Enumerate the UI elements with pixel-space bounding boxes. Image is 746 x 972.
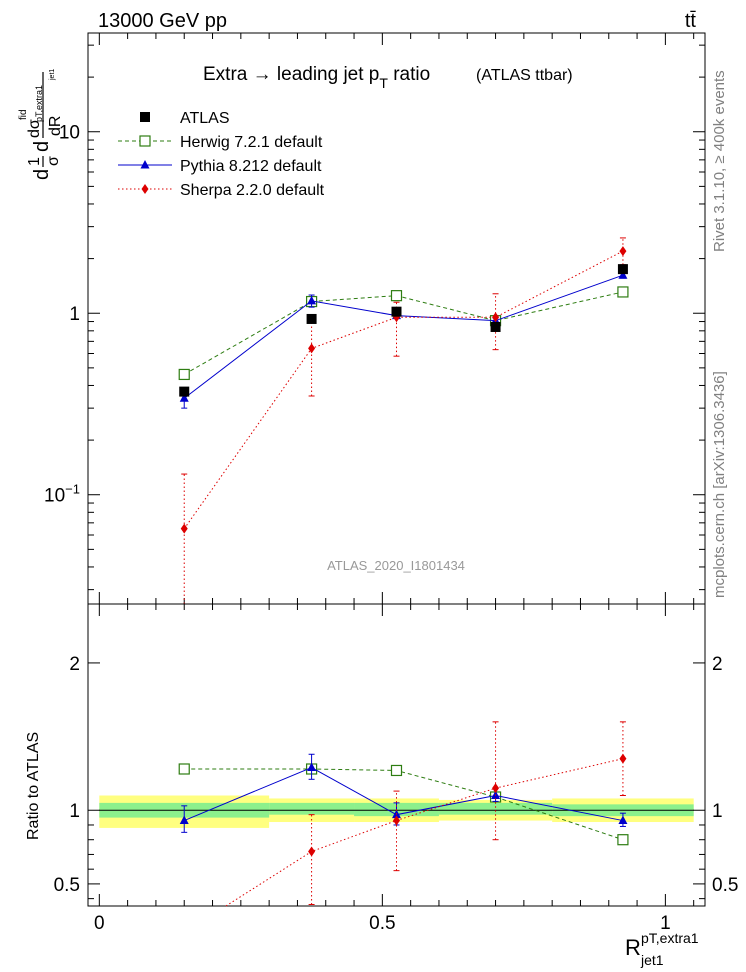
ratio-ytick-label: 0.5	[54, 875, 80, 896]
ratio-herwig-point	[390, 764, 403, 777]
atlas-point	[490, 321, 501, 332]
x-tick-label: 0.5	[369, 913, 395, 934]
ratio-series-sherpa	[225, 721, 627, 907]
series-atlas	[179, 264, 628, 397]
ratio-herwig-point	[178, 763, 190, 775]
process-label: tt̄	[685, 10, 697, 32]
legend-marker-pythia	[140, 160, 150, 169]
x-axis-label: R pT,extra1 jet1	[625, 930, 699, 968]
legend-entry-atlas: ATLAS	[140, 110, 230, 127]
legend-entry-herwig: Herwig 7.2.1 default	[118, 134, 323, 151]
ratio-pythia-point	[179, 815, 189, 825]
main-ytick-label-base: 1	[69, 304, 80, 325]
main-ytick-label: 10−1	[44, 482, 80, 507]
ratio-sherpa-point	[492, 783, 500, 794]
ratio-ytick-label-right: 0.5	[712, 875, 738, 896]
ratio-ytick-label-right: 2	[712, 654, 723, 675]
legend-label-sherpa: Sherpa 2.2.0 default	[180, 182, 325, 199]
sherpa-point	[619, 246, 627, 257]
energy-label: 13000 GeV pp	[98, 10, 227, 32]
main-y-axis-label: d 1 σ d dσ fid pT,extra1 dR jet1	[18, 69, 64, 180]
legend-label-atlas: ATLAS	[180, 110, 230, 127]
ratio-stat-band	[438, 802, 553, 815]
ratio-stat-band	[269, 802, 355, 815]
ratio-y-axis-label: Ratio to ATLAS	[25, 732, 42, 840]
main-title: Extra → leading jet pT ratio	[203, 64, 430, 91]
x-tick-label: 1	[660, 913, 671, 934]
pythia-point	[618, 270, 628, 279]
sherpa-point	[308, 343, 316, 354]
legend-marker-herwig	[139, 135, 151, 147]
herwig-point	[178, 368, 190, 381]
main-ytick-label: 10	[59, 123, 80, 144]
atlas-point	[617, 264, 628, 275]
ratio-herwig-point	[617, 834, 629, 846]
herwig-point	[617, 286, 629, 298]
legend: ATLAS Herwig 7.2.1 default Pythia 8.212 de…	[118, 110, 325, 199]
series-pythia	[179, 270, 628, 409]
main-ytick-label-exponent: −1	[65, 482, 80, 497]
legend-label-herwig: Herwig 7.2.1 default	[180, 134, 323, 151]
x-axis-label-main: R	[625, 935, 641, 960]
ratio-ytick-label: 2	[69, 654, 80, 675]
herwig-point	[390, 290, 403, 302]
x-axis-label-sup: pT,extra1	[641, 930, 699, 946]
pythia-point	[307, 295, 317, 305]
ratio-sherpa-point	[308, 846, 316, 857]
sherpa-point	[180, 523, 188, 534]
main-ytick-label-base: 10	[59, 123, 80, 144]
main-title-text: Extra → leading jet p	[203, 64, 379, 85]
main-title-subscript: T	[379, 75, 388, 91]
main-title-rest: ratio	[388, 64, 430, 85]
rivet-label: Rivet 3.1.10, ≥ 400k events	[711, 70, 728, 252]
svg-text:jet1: jet1	[49, 69, 56, 81]
svg-text:1: 1	[26, 157, 43, 166]
ratio-panel-frame	[87, 603, 706, 907]
legend-marker-atlas	[140, 112, 150, 122]
sherpa-point	[492, 312, 500, 323]
main-ytick-label: 1	[69, 304, 80, 325]
sherpa-line	[183, 250, 624, 529]
legend-label-pythia: Pythia 8.212 default	[180, 158, 322, 175]
ratio-sherpa-point	[393, 815, 400, 826]
main-ytick-label-base: 10	[44, 486, 65, 507]
ratio-pythia-point	[618, 815, 628, 825]
ratio-ytick-label: 1	[69, 801, 80, 822]
ratio-ytick-label-right: 1	[712, 801, 723, 822]
svg-text:d: d	[31, 169, 53, 180]
svg-text:pT,extra1: pT,extra1	[34, 85, 44, 122]
svg-text:σ: σ	[45, 156, 62, 166]
ratio-pythia-point	[307, 762, 317, 772]
main-title-note: (ATLAS ttbar)	[476, 67, 573, 84]
svg-text:d: d	[31, 141, 53, 152]
pythia-point	[179, 393, 189, 402]
svg-text:fid: fid	[18, 109, 29, 120]
legend-marker-sherpa	[141, 184, 149, 194]
svg-text:dσ: dσ	[26, 119, 43, 138]
ratio-plot-area: 0.5 0.5 1 1 2 2 0 0.5 1	[54, 604, 738, 934]
x-axis-label-sub: jet1	[640, 952, 664, 968]
atlas-point	[306, 313, 317, 324]
series-herwig	[178, 286, 629, 381]
ratio-sherpa-line	[225, 758, 624, 907]
x-tick-label: 0	[94, 913, 105, 934]
series-sherpa	[180, 237, 627, 604]
ratio-sherpa-point	[619, 753, 627, 764]
legend-entry-sherpa: Sherpa 2.2.0 default	[118, 182, 325, 199]
analysis-label: ATLAS_2020_I1801434	[327, 558, 465, 573]
mcplots-label: mcplots.cern.ch [arXiv:1306.3436]	[711, 371, 728, 598]
atlas-point	[391, 306, 402, 317]
pythia-line	[183, 274, 624, 399]
atlas-point	[179, 386, 190, 397]
legend-entry-pythia: Pythia 8.212 default	[118, 158, 322, 175]
svg-text:dR: dR	[47, 116, 64, 136]
herwig-line	[183, 291, 624, 375]
